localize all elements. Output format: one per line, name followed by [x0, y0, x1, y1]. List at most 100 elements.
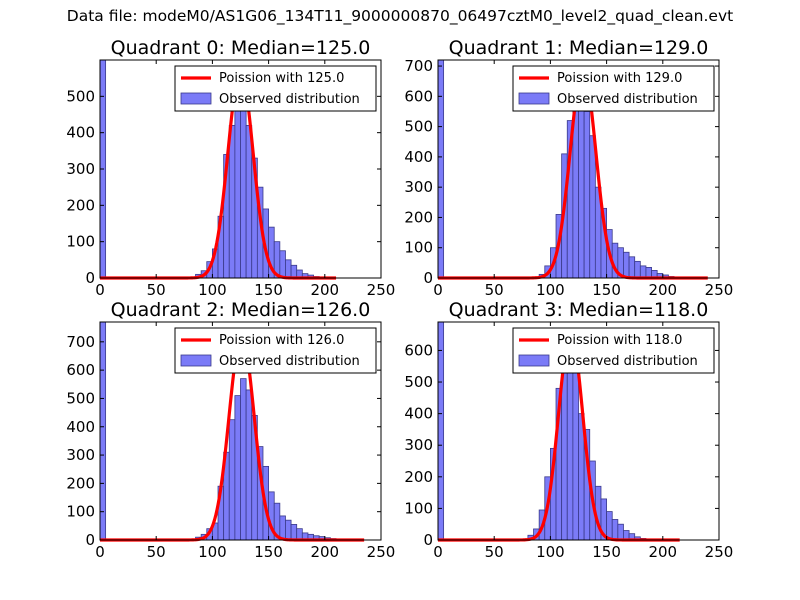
y-tick-label: 500 — [404, 118, 433, 136]
y-tick-label: 0 — [423, 269, 433, 287]
panel-quadrant-1: 0 50 100 150 200 250 0 100 200 300 400 500 600 700 Qua… — [404, 37, 733, 299]
histogram-bar — [437, 321, 445, 541]
x-tick-label: 250 — [705, 281, 734, 299]
x-tick-label: 250 — [367, 543, 396, 561]
x-tick-label: 0 — [433, 281, 443, 299]
legend: Poission with 125.0 Observed distribution — [174, 65, 377, 112]
y-tick-label: 0 — [85, 531, 95, 549]
legend-bar-swatch — [180, 354, 212, 367]
legend-label-fit: Poission with 129.0 — [557, 71, 682, 86]
histogram-bar — [639, 265, 647, 279]
x-tick-label: 200 — [648, 543, 677, 561]
axes-frame — [99, 321, 382, 541]
x-tick-label: 50 — [485, 543, 504, 561]
y-tick-label: 300 — [404, 436, 433, 454]
histogram-bar — [634, 260, 641, 279]
axes-frame — [437, 321, 720, 541]
histogram-bar — [617, 523, 624, 541]
y-tick-label: 100 — [66, 233, 95, 251]
histogram-bar — [628, 256, 636, 279]
y-tick-label: 700 — [66, 333, 95, 351]
x-tick-label: 50 — [147, 543, 166, 561]
y-tick-label: 600 — [66, 361, 95, 379]
y-tick-label: 600 — [404, 87, 433, 105]
y-tick-label: 700 — [404, 57, 433, 75]
x-tick-label: 150 — [592, 543, 621, 561]
legend-bar-swatch — [518, 354, 550, 367]
panel-quadrant-0: 0 50 100 150 200 250 0 100 200 300 400 500 Quadrant … — [66, 37, 395, 299]
x-tick-label: 50 — [485, 281, 504, 299]
figure-title: Data file: modeM0/AS1G06_134T11_90000008… — [66, 7, 734, 25]
legend-label-fit: Poission with 118.0 — [557, 333, 682, 348]
legend: Poission with 126.0 Observed distribution — [174, 327, 377, 374]
y-tick-label: 200 — [66, 196, 95, 214]
y-tick-label: 0 — [85, 269, 95, 287]
histogram-bar — [566, 356, 574, 541]
histogram-bar — [290, 524, 298, 541]
x-tick-label: 150 — [592, 281, 621, 299]
legend-box — [512, 327, 715, 374]
legend-label-fit: Poission with 125.0 — [219, 71, 344, 86]
y-tick-label: 500 — [404, 373, 433, 391]
y-tick-label: 200 — [66, 474, 95, 492]
histogram-bar — [578, 101, 585, 279]
histogram-bar — [290, 264, 298, 279]
histogram-bar — [240, 110, 247, 279]
legend-label-observed: Observed distribution — [557, 92, 698, 107]
histogram-bar — [606, 511, 613, 541]
x-tick-label: 150 — [254, 281, 283, 299]
y-tick-label: 200 — [404, 468, 433, 486]
histogram-bar — [279, 515, 286, 541]
histogram-bar — [240, 378, 247, 541]
histogram-bar — [99, 321, 107, 541]
panel-quadrant-3: 0 50 100 150 200 250 0 100 200 300 400 500 600 Quadra… — [404, 299, 733, 561]
y-tick-label: 500 — [66, 87, 95, 105]
x-tick-label: 200 — [310, 543, 339, 561]
histogram-bar — [589, 135, 596, 279]
x-tick-label: 100 — [536, 543, 565, 561]
histogram-bar — [583, 111, 591, 279]
x-tick-label: 250 — [367, 281, 396, 299]
legend-label-observed: Observed distribution — [557, 354, 698, 369]
legend-label-fit: Poission with 126.0 — [219, 333, 344, 348]
axes-frame — [437, 59, 720, 279]
legend-label-observed: Observed distribution — [219, 92, 360, 107]
x-tick-label: 0 — [95, 543, 105, 561]
y-tick-label: 300 — [66, 160, 95, 178]
x-tick-label: 200 — [648, 281, 677, 299]
x-tick-label: 150 — [254, 543, 283, 561]
y-tick-label: 500 — [66, 389, 95, 407]
y-tick-label: 400 — [66, 124, 95, 142]
histogram-bar — [245, 389, 253, 541]
histogram-bars — [99, 321, 343, 541]
y-tick-label: 200 — [404, 208, 433, 226]
x-tick-label: 100 — [198, 281, 227, 299]
y-tick-label: 0 — [423, 531, 433, 549]
y-tick-label: 300 — [404, 178, 433, 196]
histogram-bar — [228, 125, 236, 279]
y-tick-label: 100 — [404, 499, 433, 517]
histogram-bar — [623, 251, 630, 279]
x-tick-label: 0 — [433, 543, 443, 561]
histogram-bar — [611, 519, 619, 541]
y-tick-label: 300 — [66, 446, 95, 464]
x-tick-label: 200 — [310, 281, 339, 299]
histogram-bar — [279, 250, 286, 279]
y-tick-label: 600 — [404, 341, 433, 359]
histogram-bar — [234, 395, 241, 541]
histogram-bar — [572, 368, 579, 541]
x-tick-label: 50 — [147, 281, 166, 299]
y-tick-label: 400 — [66, 418, 95, 436]
histogram-bar — [437, 59, 445, 279]
legend: Poission with 118.0 Observed distribution — [512, 327, 715, 374]
panel-quadrant-2: 0 50 100 150 200 250 0 100 200 300 400 500 600 700 Qua… — [66, 299, 395, 561]
x-tick-label: 100 — [198, 543, 227, 561]
y-tick-label: 100 — [404, 239, 433, 257]
y-tick-label: 400 — [404, 148, 433, 166]
histogram-bar — [285, 259, 292, 279]
panel-title: Quadrant 0: Median=125.0 — [111, 37, 371, 59]
histogram-bar — [296, 528, 303, 541]
histogram-bar — [234, 95, 241, 279]
y-tick-label: 400 — [404, 405, 433, 423]
